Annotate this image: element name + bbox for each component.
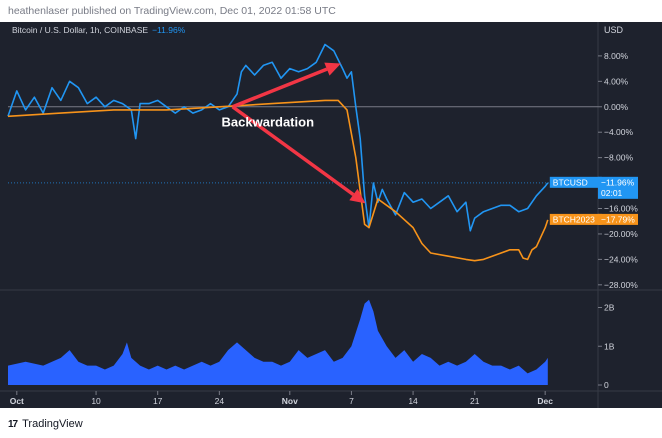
annotation-backwardation: Backwardation — [222, 115, 315, 130]
y-tick-label: −8.00% — [604, 153, 634, 163]
y-tick-label: −20.00% — [604, 229, 638, 239]
volume-tick-label: 1B — [604, 341, 615, 351]
annotation-arrow-shaft — [231, 105, 355, 197]
tradingview-logo-icon: 17 — [8, 418, 18, 430]
x-tick-label: Nov — [282, 396, 298, 406]
volume-area — [8, 299, 548, 385]
series-name-label: BTCH2023 — [553, 214, 595, 224]
series-line-btcusd — [7, 43, 549, 232]
annotation-arrow-head — [349, 188, 366, 204]
annotation-arrow-shaft — [231, 67, 328, 109]
volume-tick-label: 0 — [604, 380, 609, 390]
volume-tick-label: 2B — [604, 303, 615, 313]
footer: 17 TradingView — [8, 418, 83, 430]
axis-badge-btcusd — [598, 176, 638, 199]
y-tick-label: −16.00% — [604, 204, 638, 214]
legend-symbol: Bitcoin / U.S. Dollar, 1h, COINBASE — [12, 25, 149, 35]
x-tick-label: 10 — [91, 396, 101, 406]
x-tick-label: Dec — [537, 396, 553, 406]
footer-brand: TradingView — [22, 418, 83, 430]
axis-badge-time: 02:01 — [601, 188, 623, 198]
x-tick-label: 14 — [408, 396, 418, 406]
y-tick-label: 4.00% — [604, 76, 629, 86]
axis-badge-btch2023 — [598, 213, 638, 225]
y-tick-label: −28.00% — [604, 280, 638, 290]
x-tick-label: 7 — [349, 396, 354, 406]
series-name-label: BTCUSD — [553, 177, 588, 187]
x-tick-label: Oct — [10, 396, 24, 406]
legend-change: −11.96% — [152, 25, 186, 35]
y-tick-label: −24.00% — [604, 254, 638, 264]
series-line-btch2023 — [7, 99, 549, 262]
x-tick-label: 17 — [153, 396, 163, 406]
annotation-arrow-head — [324, 62, 341, 76]
y-tick-label: 8.00% — [604, 51, 629, 61]
series-name-box-btch2023 — [549, 213, 602, 225]
y-tick-label: −4.00% — [604, 127, 634, 137]
series-name-box-btcusd — [549, 176, 602, 188]
axis-badge-value: −11.96% — [601, 177, 635, 187]
x-tick-label: 24 — [215, 396, 225, 406]
axis-badge-value: −17.79% — [601, 214, 635, 224]
publisher-line: heathenlaser published on TradingView.co… — [8, 5, 336, 17]
legend-title: Bitcoin / U.S. Dollar, 1h, COINBASE −11.9… — [12, 25, 185, 35]
axis-unit: USD — [604, 25, 624, 35]
y-tick-label: 0.00% — [604, 102, 629, 112]
x-tick-label: 21 — [470, 396, 480, 406]
